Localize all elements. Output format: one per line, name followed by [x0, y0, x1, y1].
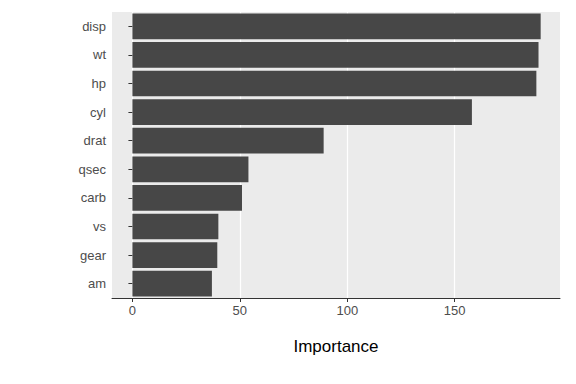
svg-text:carb: carb	[81, 190, 106, 205]
svg-text:100: 100	[336, 303, 358, 318]
svg-text:drat: drat	[84, 133, 107, 148]
svg-text:Importance: Importance	[293, 337, 378, 356]
svg-text:am: am	[88, 276, 106, 291]
svg-text:vs: vs	[93, 219, 107, 234]
svg-text:qsec: qsec	[79, 162, 107, 177]
svg-text:gear: gear	[80, 248, 107, 263]
svg-text:cyl: cyl	[90, 105, 106, 120]
svg-text:0: 0	[129, 303, 136, 318]
svg-text:50: 50	[233, 303, 247, 318]
svg-text:150: 150	[444, 303, 466, 318]
svg-text:wt: wt	[92, 47, 106, 62]
svg-text:disp: disp	[82, 19, 106, 34]
svg-text:hp: hp	[92, 76, 106, 91]
